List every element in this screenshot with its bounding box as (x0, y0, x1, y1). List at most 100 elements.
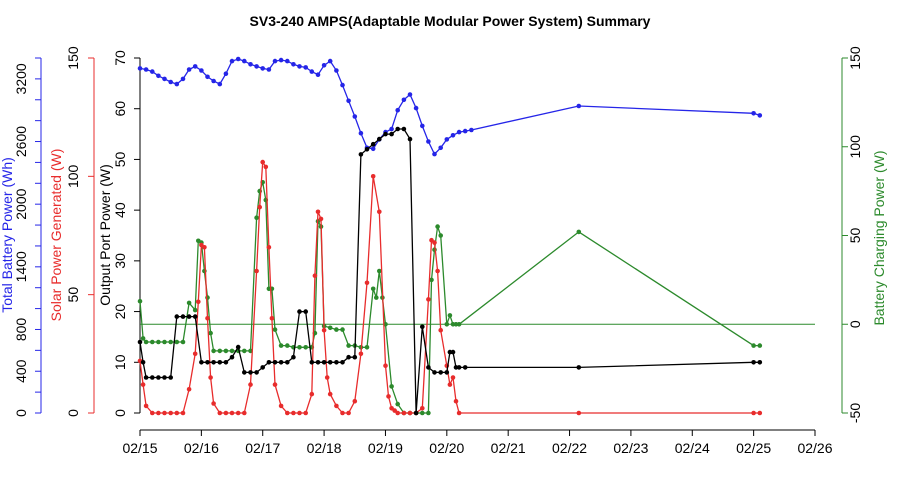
solar-point (196, 299, 201, 305)
solar-point (229, 410, 235, 416)
solar-tick-label: 150 (65, 46, 81, 70)
charging-point (334, 327, 339, 332)
charging-point (217, 348, 223, 354)
output-point (156, 375, 161, 380)
battery-point (137, 66, 143, 71)
output-point (346, 354, 351, 360)
x-tick-label: 02/15 (122, 440, 157, 456)
battery-line (139, 58, 761, 156)
battery-point (352, 114, 358, 119)
solar-point (248, 382, 253, 387)
charging-point (420, 410, 425, 416)
solar-point (426, 297, 431, 302)
x-tick-label: 02/25 (736, 440, 771, 456)
output-point (266, 360, 272, 365)
solar-point (211, 401, 216, 406)
output-tick-label: 40 (112, 202, 128, 218)
battery-point (229, 58, 235, 64)
solar-point (263, 164, 269, 170)
solar-point (291, 410, 296, 416)
solar-axis-title: Solar Power Generated (W) (48, 149, 64, 322)
solar-point (420, 406, 425, 411)
solar-point (156, 410, 161, 416)
output-point (285, 360, 290, 365)
battery-point (180, 76, 186, 82)
charging-point (242, 348, 247, 354)
solar-point (202, 245, 207, 250)
solar-point (257, 204, 263, 210)
output-tick-label: 20 (112, 304, 128, 320)
solar-point (395, 410, 401, 416)
charging-point (435, 224, 440, 229)
output-point (303, 309, 309, 314)
solar-point (751, 410, 756, 416)
solar-point (327, 391, 333, 397)
battery-point (150, 69, 155, 74)
solar-point (438, 327, 444, 333)
charging-point (211, 348, 216, 354)
charging-tick-label: 100 (847, 135, 863, 159)
charging-point (168, 339, 173, 345)
solar-point (143, 403, 149, 409)
charging-point (278, 343, 284, 348)
output-point (358, 152, 364, 157)
output-point (426, 365, 431, 370)
charging-tick-label: 0 (847, 320, 863, 328)
solar-point (205, 316, 210, 321)
output-point (223, 360, 229, 365)
chart-title: SV3-240 AMPS(Adaptable Modular Power Sys… (250, 13, 651, 29)
output-point (278, 360, 284, 365)
battery-point (162, 76, 167, 82)
battery-point (217, 81, 223, 87)
charging-point (297, 345, 302, 350)
battery-point (242, 58, 247, 64)
output-point (401, 126, 407, 132)
charging-point (389, 384, 394, 389)
battery-point (303, 65, 309, 70)
battery-tick-label: 3200 (13, 63, 29, 94)
output-point (137, 339, 143, 345)
battery-tick-label: 2600 (13, 126, 29, 157)
output-point (334, 360, 339, 365)
charging-tick-label: 50 (847, 228, 863, 244)
battery-point (278, 57, 284, 63)
series-layer (137, 56, 815, 416)
charging-axis-title: Battery Charging Power (W) (871, 150, 887, 325)
solar-point (254, 268, 259, 274)
charging-point (137, 298, 143, 304)
output-point (291, 354, 296, 360)
charging-tick-label: -50 (847, 403, 863, 423)
output-point (162, 375, 167, 380)
solar-series (137, 159, 763, 416)
battery-point (346, 98, 351, 104)
charging-point (456, 322, 462, 327)
battery-point (370, 146, 376, 152)
battery-point (309, 69, 315, 74)
x-tick-label: 02/24 (675, 440, 710, 456)
solar-point (168, 410, 173, 416)
battery-axis-title: Total Battery Power (Wh) (0, 157, 15, 313)
output-point (272, 360, 278, 365)
x-tick-label: 02/17 (245, 440, 280, 456)
x-tick-label: 02/16 (184, 440, 219, 456)
charging-point (143, 339, 149, 345)
x-tick-label: 02/19 (368, 440, 403, 456)
output-point (217, 360, 223, 365)
solar-point (383, 363, 388, 369)
output-point (180, 314, 186, 319)
charging-point (272, 327, 278, 332)
output-point (192, 314, 198, 319)
output-point (757, 360, 763, 365)
solar-point (285, 410, 290, 416)
solar-point (453, 398, 459, 404)
battery-point (426, 139, 431, 144)
solar-point (266, 245, 272, 250)
battery-point (186, 67, 192, 72)
battery-point (438, 145, 444, 151)
charging-point (438, 233, 444, 238)
output-tick-label: 10 (112, 354, 128, 370)
x-tick-label: 02/23 (613, 440, 648, 456)
charging-point (150, 339, 155, 345)
output-point (395, 126, 401, 132)
battery-point (456, 129, 462, 135)
